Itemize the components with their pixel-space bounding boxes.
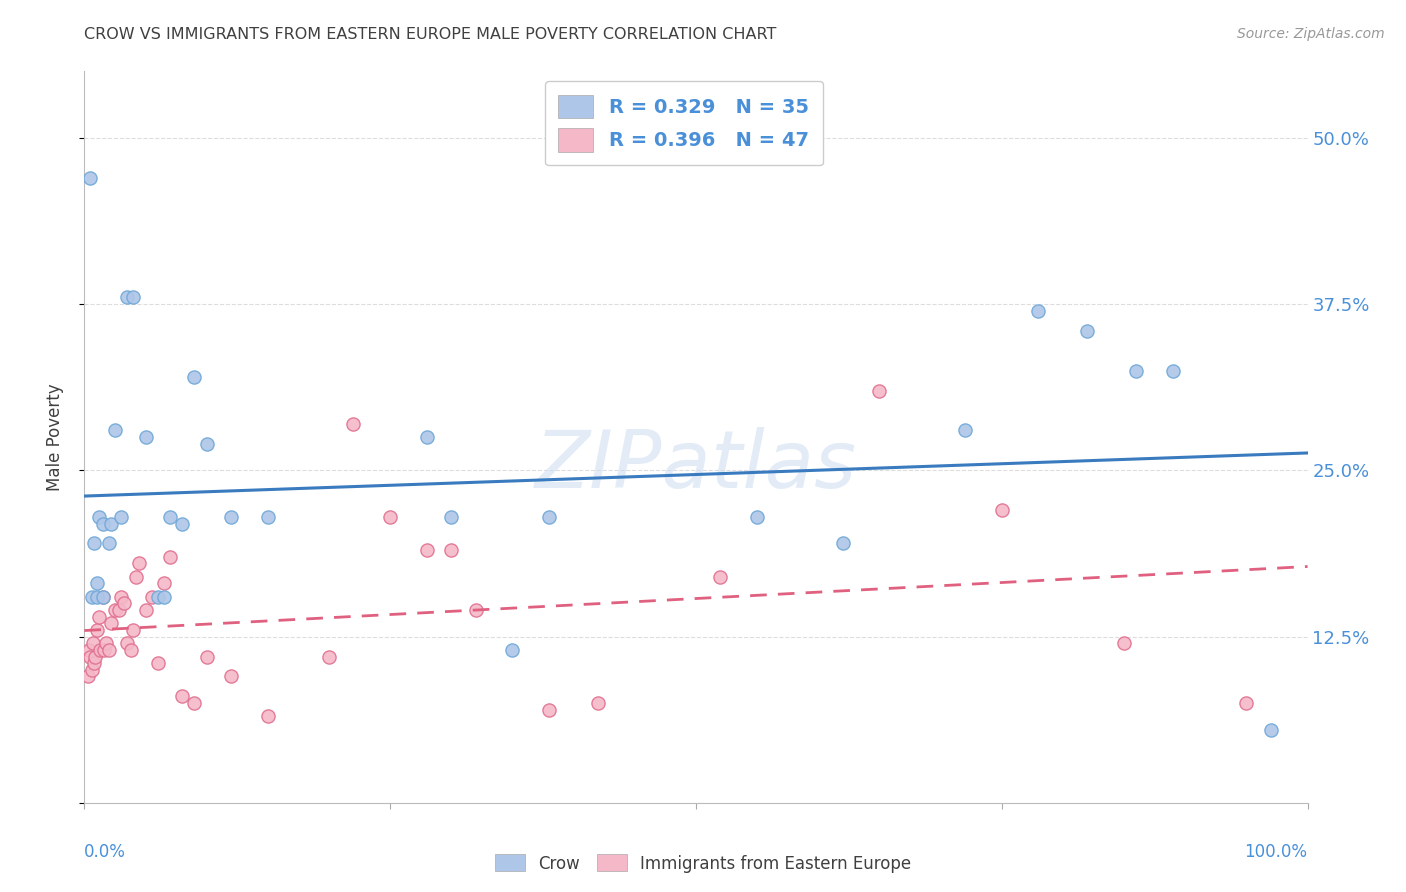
Point bbox=[869, 384, 891, 398]
Point bbox=[91, 590, 114, 604]
Point bbox=[135, 430, 157, 444]
Point bbox=[115, 290, 138, 304]
Point bbox=[440, 543, 463, 558]
Point bbox=[110, 590, 132, 604]
Point bbox=[128, 557, 150, 571]
Point bbox=[153, 590, 176, 604]
Point bbox=[87, 609, 110, 624]
Y-axis label: Male Poverty: Male Poverty bbox=[45, 384, 63, 491]
Point bbox=[991, 503, 1014, 517]
Point bbox=[79, 649, 101, 664]
Point bbox=[146, 656, 169, 670]
Point bbox=[96, 636, 118, 650]
Point bbox=[97, 643, 120, 657]
Text: ZIPatlas: ZIPatlas bbox=[534, 427, 858, 506]
Point bbox=[1028, 303, 1050, 318]
Point bbox=[172, 690, 194, 704]
Point bbox=[538, 703, 561, 717]
Point bbox=[122, 623, 145, 637]
Legend: R = 0.329   N = 35, R = 0.396   N = 47: R = 0.329 N = 35, R = 0.396 N = 47 bbox=[546, 81, 823, 166]
Text: 100.0%: 100.0% bbox=[1244, 843, 1308, 861]
Point bbox=[1161, 363, 1184, 377]
Point bbox=[83, 656, 105, 670]
Point bbox=[1125, 363, 1147, 377]
Point bbox=[100, 516, 122, 531]
Point bbox=[159, 509, 181, 524]
Point bbox=[110, 509, 132, 524]
Point bbox=[107, 603, 129, 617]
Point bbox=[440, 509, 463, 524]
Point bbox=[747, 509, 769, 524]
Point bbox=[115, 636, 138, 650]
Point bbox=[172, 516, 194, 531]
Point bbox=[1236, 696, 1258, 710]
Point bbox=[146, 590, 169, 604]
Point bbox=[464, 603, 486, 617]
Point bbox=[538, 509, 561, 524]
Point bbox=[83, 536, 105, 550]
Point bbox=[1076, 324, 1098, 338]
Point bbox=[416, 543, 439, 558]
Point bbox=[122, 290, 145, 304]
Point bbox=[380, 509, 402, 524]
Point bbox=[87, 509, 110, 524]
Point bbox=[86, 590, 108, 604]
Point bbox=[112, 596, 135, 610]
Point bbox=[831, 536, 853, 550]
Point bbox=[141, 590, 163, 604]
Point bbox=[195, 436, 218, 450]
Point bbox=[183, 696, 205, 710]
Point bbox=[1260, 723, 1282, 737]
Point bbox=[195, 649, 218, 664]
Point bbox=[80, 590, 103, 604]
Point bbox=[183, 370, 205, 384]
Point bbox=[219, 669, 242, 683]
Point bbox=[93, 643, 115, 657]
Point bbox=[84, 649, 107, 664]
Point bbox=[104, 424, 127, 438]
Point bbox=[100, 616, 122, 631]
Point bbox=[89, 643, 111, 657]
Point bbox=[502, 643, 524, 657]
Point bbox=[342, 417, 364, 431]
Point bbox=[120, 643, 142, 657]
Point bbox=[91, 516, 114, 531]
Text: 0.0%: 0.0% bbox=[84, 843, 127, 861]
Point bbox=[159, 549, 181, 564]
Point bbox=[77, 669, 100, 683]
Point bbox=[318, 649, 340, 664]
Point bbox=[416, 430, 439, 444]
Point bbox=[91, 590, 114, 604]
Point bbox=[709, 570, 731, 584]
Point bbox=[125, 570, 148, 584]
Text: Source: ZipAtlas.com: Source: ZipAtlas.com bbox=[1237, 27, 1385, 41]
Point bbox=[79, 170, 101, 185]
Point bbox=[86, 576, 108, 591]
Point bbox=[257, 509, 280, 524]
Point bbox=[219, 509, 242, 524]
Point bbox=[953, 424, 976, 438]
Point bbox=[104, 603, 127, 617]
Point bbox=[1114, 636, 1136, 650]
Point bbox=[586, 696, 609, 710]
Point bbox=[153, 576, 176, 591]
Point bbox=[80, 663, 103, 677]
Point bbox=[97, 536, 120, 550]
Text: CROW VS IMMIGRANTS FROM EASTERN EUROPE MALE POVERTY CORRELATION CHART: CROW VS IMMIGRANTS FROM EASTERN EUROPE M… bbox=[84, 27, 776, 42]
Point bbox=[77, 643, 100, 657]
Point bbox=[86, 623, 108, 637]
Point bbox=[135, 603, 157, 617]
Legend: Crow, Immigrants from Eastern Europe: Crow, Immigrants from Eastern Europe bbox=[488, 847, 918, 880]
Point bbox=[257, 709, 280, 723]
Point bbox=[82, 636, 104, 650]
